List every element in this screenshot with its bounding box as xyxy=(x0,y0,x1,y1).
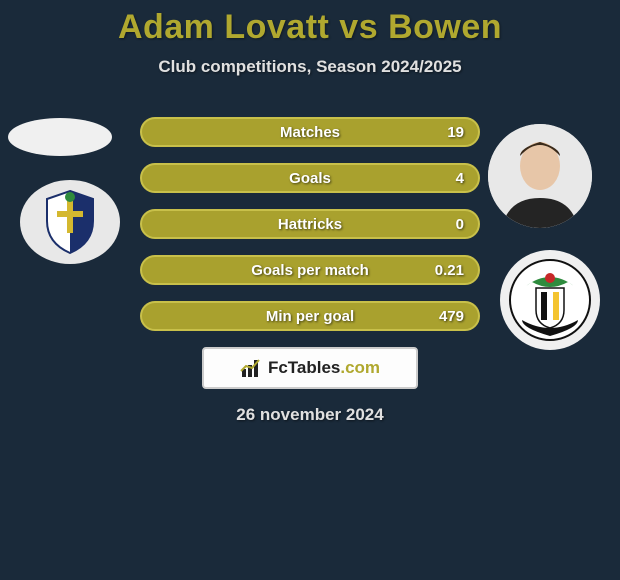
stat-right-value: 0 xyxy=(456,216,464,233)
stats-area: Matches 19 Goals 4 Hattricks 0 Goals per… xyxy=(0,117,620,331)
stat-row-mpg: Min per goal 479 xyxy=(140,301,480,331)
stat-label: Min per goal xyxy=(266,308,354,325)
stat-label: Goals per match xyxy=(251,262,369,279)
stat-row-goals: Goals 4 xyxy=(140,163,480,193)
page-subtitle: Club competitions, Season 2024/2025 xyxy=(0,57,620,77)
stat-right-value: 0.21 xyxy=(435,262,464,279)
comparison-card: Adam Lovatt vs Bowen Club competitions, … xyxy=(0,0,620,425)
date-line: 26 november 2024 xyxy=(0,405,620,425)
stat-rows: Matches 19 Goals 4 Hattricks 0 Goals per… xyxy=(140,117,480,331)
stat-right-value: 479 xyxy=(439,308,464,325)
bar-chart-icon xyxy=(240,357,262,379)
stat-row-matches: Matches 19 xyxy=(140,117,480,147)
branding-main: FcTables xyxy=(268,358,340,377)
stat-right-value: 4 xyxy=(456,170,464,187)
stat-label: Matches xyxy=(280,124,340,141)
stat-label: Hattricks xyxy=(278,216,342,233)
branding-text: FcTables.com xyxy=(268,358,380,378)
stat-row-hattricks: Hattricks 0 xyxy=(140,209,480,239)
stat-label: Goals xyxy=(289,170,331,187)
page-title: Adam Lovatt vs Bowen xyxy=(0,8,620,47)
stat-right-value: 19 xyxy=(447,124,464,141)
branding-box[interactable]: FcTables.com xyxy=(202,347,418,389)
branding-suffix: .com xyxy=(340,358,380,377)
stat-row-gpm: Goals per match 0.21 xyxy=(140,255,480,285)
